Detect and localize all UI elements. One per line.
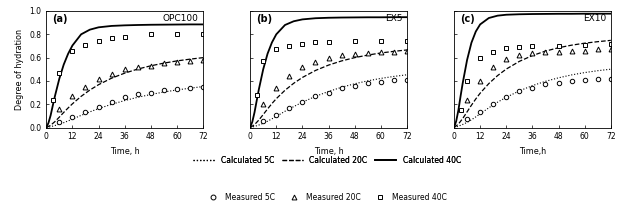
Text: EX10: EX10 xyxy=(583,15,606,24)
X-axis label: Time,h: Time,h xyxy=(519,147,546,156)
Text: (c): (c) xyxy=(460,15,475,24)
Text: (a): (a) xyxy=(52,15,68,24)
Legend: Measured 5C, Measured 20C, Measured 40C: Measured 5C, Measured 20C, Measured 40C xyxy=(204,190,450,205)
Text: OPC100: OPC100 xyxy=(162,15,199,24)
Y-axis label: Degree of hydration: Degree of hydration xyxy=(15,29,23,110)
Legend: Calculated 5C, Calculated 20C, Calculated 40C: Calculated 5C, Calculated 20C, Calculate… xyxy=(190,153,464,168)
X-axis label: Time, h: Time, h xyxy=(110,147,139,156)
Text: EX5: EX5 xyxy=(385,15,402,24)
Text: (b): (b) xyxy=(257,15,273,24)
X-axis label: Time, h: Time, h xyxy=(313,147,344,156)
